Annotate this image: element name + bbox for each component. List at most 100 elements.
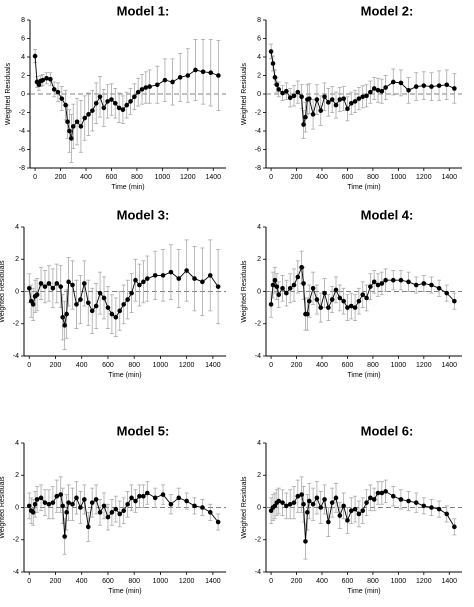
- data-point: [333, 102, 339, 108]
- data-point: [121, 302, 126, 307]
- data-point: [141, 493, 146, 499]
- x-tick-label: 200: [55, 174, 67, 181]
- data-point: [50, 285, 56, 291]
- panel-title: Model 4:: [361, 207, 414, 222]
- data-point: [97, 94, 103, 100]
- data-point: [152, 273, 158, 278]
- data-point: [345, 305, 350, 310]
- data-point: [368, 89, 373, 95]
- data-point: [44, 75, 49, 81]
- x-tick-label: 1400: [441, 174, 457, 181]
- data-point: [144, 276, 150, 281]
- data-point: [280, 285, 285, 291]
- data-point: [421, 83, 427, 88]
- y-tick-label: -2: [19, 109, 25, 116]
- x-tick-label: 1400: [441, 362, 457, 369]
- y-tick-label: 4: [257, 224, 261, 231]
- x-tick-label: 600: [342, 174, 354, 181]
- y-tick-label: 2: [21, 72, 25, 79]
- x-tick-label: 1000: [391, 362, 407, 369]
- data-point: [326, 305, 331, 310]
- data-point: [66, 500, 71, 505]
- data-point: [375, 88, 381, 93]
- data-point: [413, 282, 419, 288]
- x-tick-label: 800: [128, 362, 140, 369]
- data-point: [132, 94, 137, 100]
- y-tick-label: 6: [257, 35, 261, 42]
- x-axis-label: Time (min): [347, 184, 380, 191]
- data-point: [160, 492, 166, 497]
- data-point: [78, 297, 83, 302]
- y-tick-label: -8: [255, 165, 261, 172]
- data-point: [390, 277, 396, 283]
- data-point: [390, 79, 396, 85]
- data-point: [176, 495, 182, 501]
- x-tick-label: 400: [316, 174, 328, 181]
- data-point: [280, 500, 285, 505]
- data-point: [333, 287, 339, 293]
- data-point: [69, 136, 74, 141]
- data-point: [185, 73, 191, 78]
- data-point: [101, 503, 107, 509]
- data-point: [60, 503, 65, 509]
- data-point: [141, 279, 146, 285]
- data-point: [120, 107, 126, 113]
- data-point: [154, 82, 160, 88]
- y-tick-label: -2: [255, 537, 261, 544]
- y-tick-label: -2: [255, 321, 261, 328]
- y-tick-label: -4: [19, 128, 25, 135]
- data-point: [168, 501, 174, 507]
- data-point: [74, 495, 79, 501]
- data-point: [124, 102, 130, 108]
- y-axis-label: Weighted Residuals: [241, 476, 248, 539]
- data-point: [303, 114, 308, 120]
- data-point: [137, 282, 142, 288]
- data-point: [93, 303, 99, 309]
- data-point: [314, 97, 320, 102]
- x-axis-label: Time (min): [347, 372, 380, 379]
- y-tick-label: 6: [21, 35, 25, 42]
- data-point: [337, 513, 343, 518]
- x-tick-label: 200: [291, 578, 303, 585]
- data-point: [364, 295, 369, 301]
- data-point: [58, 492, 64, 497]
- data-point: [318, 505, 324, 510]
- data-point: [133, 277, 138, 283]
- data-point: [341, 503, 346, 509]
- data-point: [93, 497, 99, 502]
- data-point: [129, 290, 134, 296]
- data-point: [215, 519, 221, 525]
- data-point: [436, 83, 442, 88]
- data-point: [360, 94, 366, 100]
- data-point: [452, 298, 457, 304]
- data-point: [270, 282, 276, 288]
- data-point: [337, 295, 343, 301]
- x-tick-label: 600: [342, 578, 354, 585]
- data-point: [34, 292, 40, 298]
- x-tick-label: 400: [76, 362, 88, 369]
- y-axis-label: Weighted Residuals: [5, 62, 12, 125]
- data-point: [310, 285, 316, 291]
- x-tick-label: 200: [291, 174, 303, 181]
- data-point: [287, 95, 293, 100]
- y-tick-label: 2: [15, 256, 19, 263]
- data-point: [299, 94, 304, 100]
- data-point: [59, 96, 65, 101]
- x-tick-label: 1000: [153, 578, 169, 585]
- data-point: [143, 85, 149, 90]
- data-point: [144, 490, 150, 496]
- data-point: [86, 112, 91, 117]
- x-tick-label: 200: [50, 362, 62, 369]
- y-tick-label: -6: [255, 146, 261, 153]
- panel-title: Model 5:: [117, 423, 170, 438]
- data-point: [268, 49, 274, 54]
- data-point: [272, 277, 278, 283]
- data-point: [287, 285, 293, 291]
- data-point: [54, 493, 60, 499]
- data-point: [379, 490, 385, 496]
- panel-title: Model 3:: [117, 207, 170, 222]
- data-point: [105, 305, 111, 310]
- x-tick-label: 1200: [416, 174, 432, 181]
- data-point: [26, 285, 32, 291]
